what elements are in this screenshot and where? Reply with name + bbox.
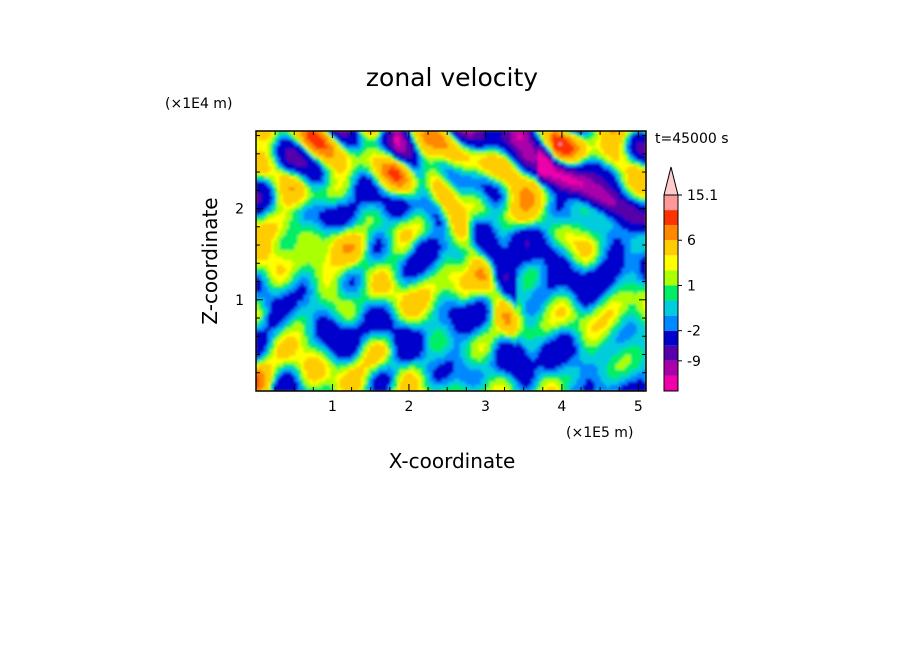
y-unit-label: (×1E4 m): [165, 96, 232, 112]
colorbar-bin: [664, 195, 678, 211]
colorbar-label: 15.1: [687, 188, 718, 204]
time-label: t=45000 s: [655, 131, 729, 147]
colorbar-frame: [663, 194, 679, 392]
colorbar-bin: [664, 270, 678, 286]
chart-title: zonal velocity: [366, 63, 538, 92]
colorbar-bin: [664, 285, 678, 301]
colorbar-bin: [664, 330, 678, 346]
colorbar-bin: [664, 225, 678, 241]
colorbar-bin: [664, 315, 678, 331]
colorbar-extend-arrow: [663, 166, 679, 196]
x-axis: 1 2 3 4 5: [274, 131, 643, 415]
x-tick-label: 5: [634, 399, 643, 415]
colorbar-bin: [664, 210, 678, 226]
x-unit-label: (×1E5 m): [566, 425, 633, 441]
x-tick-label: 3: [481, 399, 490, 415]
colorbar-label: 1: [687, 278, 696, 294]
x-tick-label: 1: [328, 399, 337, 415]
colorbar: -9 -2 1 6 15.1: [663, 166, 718, 392]
colorbar-label: 6: [687, 233, 696, 249]
x-tick-label: 2: [404, 399, 413, 415]
colorbar-bin: [664, 360, 678, 376]
y-axis-title: Z-coordinate: [198, 197, 222, 324]
y-tick-label: 1: [235, 293, 244, 309]
colorbar-label: -9: [687, 354, 701, 370]
colorbar-bin: [664, 255, 678, 271]
x-tick-label: 4: [557, 399, 566, 415]
colorbar-label: -2: [687, 324, 701, 340]
contour-field: [256, 131, 646, 391]
plot-frame: [255, 130, 647, 392]
colorbar-bin: [664, 345, 678, 361]
x-axis-title: X-coordinate: [389, 449, 516, 473]
colorbar-bin: [664, 300, 678, 316]
y-tick-label: 2: [235, 202, 244, 218]
colorbar-bin: [664, 240, 678, 256]
colorbar-bin: [664, 375, 678, 391]
y-axis: 12: [235, 135, 646, 374]
